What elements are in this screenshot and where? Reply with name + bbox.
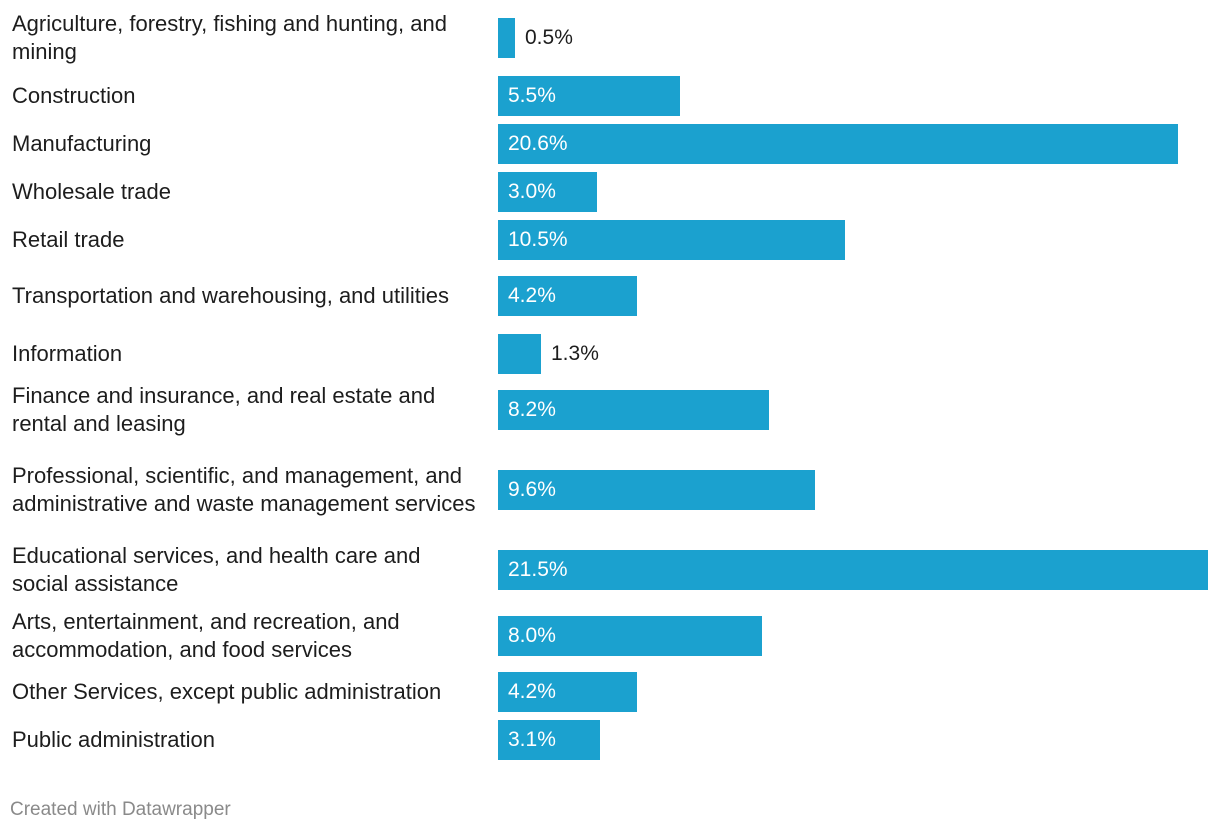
bar <box>498 550 1208 590</box>
category-label: Arts, entertainment, and recreation, and… <box>12 609 400 662</box>
value-label: 4.2% <box>508 680 556 703</box>
value-label: 4.2% <box>508 284 556 307</box>
category-label: Agriculture, forestry, fishing and hunti… <box>12 11 447 64</box>
category-label: Educational services, and health care an… <box>12 543 421 596</box>
category-label: Public administration <box>12 727 215 752</box>
bar <box>498 616 762 656</box>
bar <box>498 76 680 116</box>
bar <box>498 172 597 212</box>
bar <box>498 720 600 760</box>
category-label: Construction <box>12 83 136 108</box>
value-label: 5.5% <box>508 84 556 107</box>
value-label: 10.5% <box>508 228 568 251</box>
bar <box>498 18 515 58</box>
bar <box>498 124 1178 164</box>
bar <box>498 390 769 430</box>
value-label: 9.6% <box>508 478 556 501</box>
category-label: Manufacturing <box>12 131 152 156</box>
value-label: 20.6% <box>508 132 568 155</box>
value-label: 3.0% <box>508 180 556 203</box>
value-label: 8.0% <box>508 624 556 647</box>
value-label: 8.2% <box>508 398 556 421</box>
category-label: Finance and insurance, and real estate a… <box>12 383 436 436</box>
bar-chart: Agriculture, forestry, fishing and hunti… <box>12 11 1208 760</box>
value-label: 3.1% <box>508 728 556 751</box>
bar <box>498 276 637 316</box>
category-label: Information <box>12 341 123 366</box>
value-label: 0.5% <box>525 26 573 49</box>
value-label: 21.5% <box>508 558 568 581</box>
bar <box>498 470 815 510</box>
bar <box>498 672 637 712</box>
category-label: Transportation and warehousing, and util… <box>12 283 450 308</box>
category-label: Professional, scientific, and management… <box>12 463 476 516</box>
category-label: Other Services, except public administra… <box>12 679 442 704</box>
datawrapper-credit: Created with Datawrapper <box>10 799 231 820</box>
bar <box>498 220 845 260</box>
category-label: Wholesale trade <box>12 179 171 204</box>
bar <box>498 334 541 374</box>
category-label: Retail trade <box>12 227 125 252</box>
value-label: 1.3% <box>551 342 599 365</box>
